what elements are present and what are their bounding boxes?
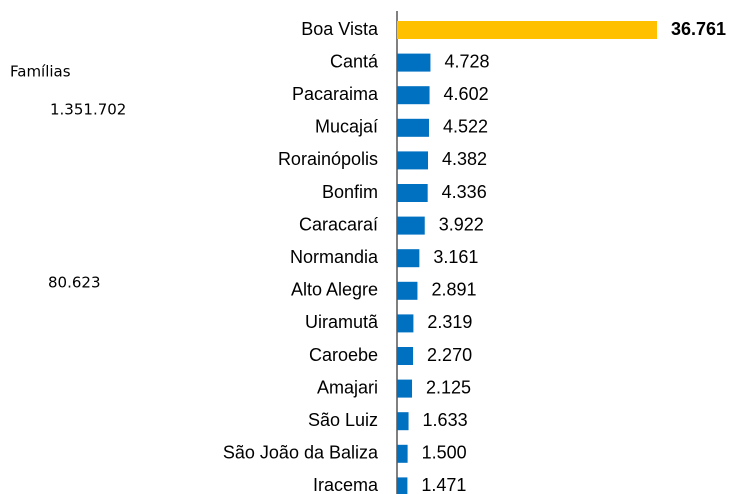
value-label: 4.382 <box>442 149 487 169</box>
category-label: Rorainópolis <box>278 149 378 169</box>
bar <box>397 477 408 494</box>
category-label: Cantá <box>330 51 379 71</box>
category-label: São João da Baliza <box>223 443 379 463</box>
value-label: 4.602 <box>444 84 489 104</box>
bar <box>397 379 413 398</box>
category-label: Alto Alegre <box>291 280 378 300</box>
category-label: Iracema <box>313 475 379 494</box>
value-label: 4.728 <box>444 51 489 71</box>
value-label: 4.336 <box>442 182 487 202</box>
bar <box>397 314 414 333</box>
category-label: São Luiz <box>308 410 378 430</box>
bar <box>397 184 428 202</box>
bar <box>397 53 431 72</box>
category-label: Uiramutã <box>305 312 379 332</box>
category-label: Amajari <box>317 377 378 397</box>
category-label: Pacaraima <box>292 84 379 104</box>
value-label: 36.761 <box>671 19 726 39</box>
bar <box>397 216 425 235</box>
value-label: 2.319 <box>427 312 472 332</box>
bar <box>397 249 420 268</box>
value-label: 2.125 <box>426 377 471 397</box>
category-label: Mucajaí <box>315 117 378 137</box>
value-label: 2.270 <box>427 345 472 365</box>
bar <box>397 281 418 300</box>
value-label: 3.922 <box>439 214 484 234</box>
annotation: 1.351.702 <box>50 101 126 119</box>
category-label: Boa Vista <box>301 19 379 39</box>
category-label: Bonfim <box>322 182 378 202</box>
bar <box>397 118 429 137</box>
value-label: 3.161 <box>433 247 478 267</box>
bar <box>397 151 428 170</box>
category-label: Normandia <box>290 247 379 267</box>
bar <box>397 86 430 105</box>
category-label: Caroebe <box>309 345 378 365</box>
value-label: 2.891 <box>431 280 476 300</box>
bar <box>397 347 414 365</box>
value-label: 1.471 <box>421 475 466 494</box>
bar <box>397 412 409 431</box>
bar <box>397 444 408 463</box>
annotation: 80.623 <box>48 274 101 292</box>
category-label: Caracaraí <box>299 214 378 234</box>
value-label: 1.500 <box>422 443 467 463</box>
annotation: Famílias <box>10 63 71 81</box>
value-label: 1.633 <box>423 410 468 430</box>
bar <box>397 21 657 39</box>
value-label: 4.522 <box>443 117 488 137</box>
